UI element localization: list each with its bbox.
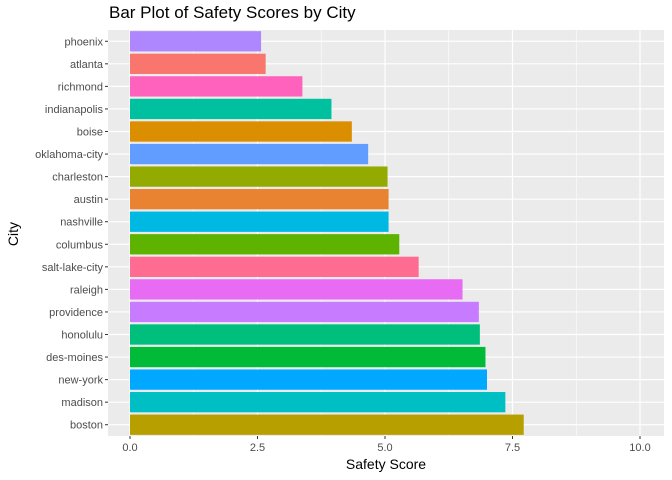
y-tick-label: austin xyxy=(74,194,103,206)
bar-raleigh xyxy=(130,279,463,300)
x-axis-title: Safety Score xyxy=(345,456,427,472)
bar-oklahoma-city xyxy=(130,143,369,165)
y-tick-label: salt-lake-city xyxy=(42,262,104,274)
bar-des-moines xyxy=(130,346,486,368)
x-axis-ticks: 0.0 2.5 5.0 7.5 10.0 xyxy=(122,436,651,454)
y-tick-label: boise xyxy=(77,127,103,139)
y-tick-label: indianapolis xyxy=(45,104,104,116)
bar-phoenix xyxy=(130,31,262,52)
bars xyxy=(130,31,524,435)
bar-boise xyxy=(130,121,352,142)
x-tick-label: 5.0 xyxy=(377,442,392,454)
y-tick-label: charleston xyxy=(52,172,103,184)
bar-nashville xyxy=(130,211,389,232)
y-tick-label: atlanta xyxy=(70,59,104,71)
chart-title: Bar Plot of Safety Scores by City xyxy=(109,3,356,22)
bar-madison xyxy=(130,392,506,413)
bar-columbus xyxy=(130,234,400,255)
y-tick-label: providence xyxy=(49,307,103,319)
bar-honolulu xyxy=(130,324,480,345)
y-tick-label: columbus xyxy=(56,239,104,251)
bar-indianapolis xyxy=(130,98,332,120)
bar-richmond xyxy=(130,76,303,97)
y-tick-label: madison xyxy=(61,397,103,409)
y-tick-label: nashville xyxy=(60,217,103,229)
y-tick-label: oklahoma-city xyxy=(35,149,103,161)
bar-salt-lake-city xyxy=(130,256,419,277)
bar-providence xyxy=(130,301,479,323)
bar-austin xyxy=(130,189,389,210)
y-tick-label: phoenix xyxy=(64,36,103,48)
y-tick-label: richmond xyxy=(58,81,103,93)
bar-boston xyxy=(130,414,524,435)
x-tick-label: 10.0 xyxy=(629,442,650,454)
x-tick-label: 0.0 xyxy=(122,442,137,454)
plot-panel xyxy=(108,30,664,436)
y-tick-label: raleigh xyxy=(70,284,103,296)
y-tick-label: honolulu xyxy=(61,330,103,342)
y-tick-label: des-moines xyxy=(46,352,103,364)
y-tick-label: new-york xyxy=(58,375,103,387)
x-tick-label: 7.5 xyxy=(505,442,520,454)
bar-charleston xyxy=(130,166,388,187)
x-tick-label: 2.5 xyxy=(250,442,265,454)
y-tick-label: boston xyxy=(70,420,103,432)
bar-atlanta xyxy=(130,53,266,74)
bar-new-york xyxy=(130,369,487,390)
y-axis-title: City xyxy=(5,221,21,247)
y-axis-ticks: phoenix atlanta richmond indianapolis boise o… xyxy=(35,36,108,432)
